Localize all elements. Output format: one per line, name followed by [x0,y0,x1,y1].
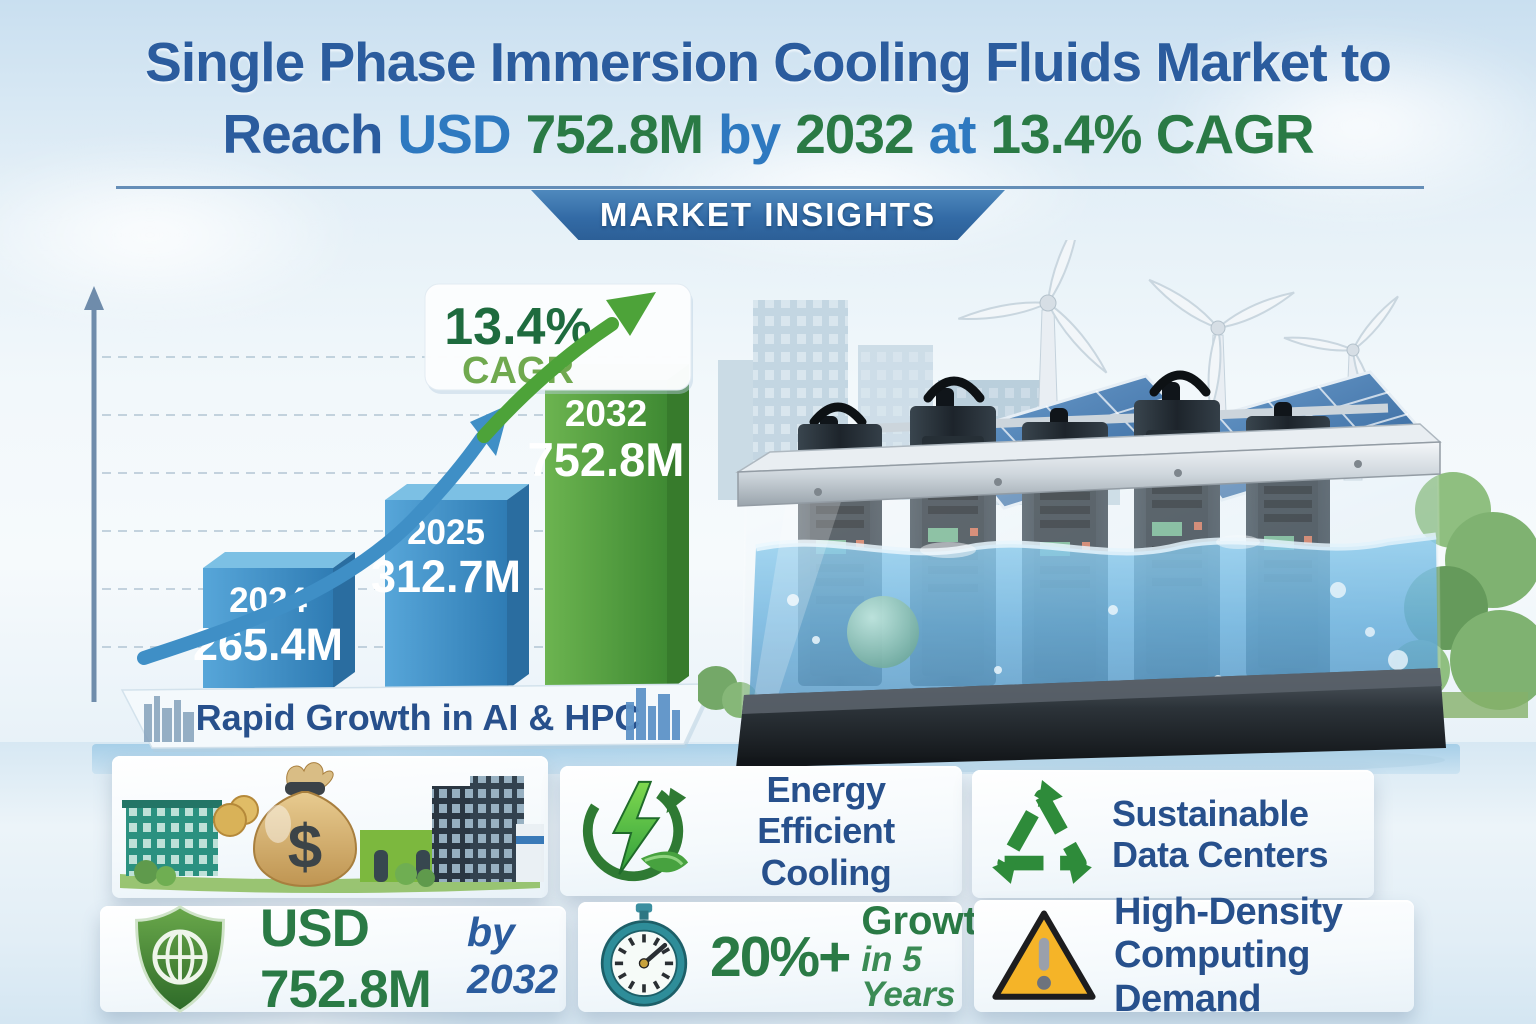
growth-arrow-green-icon [477,292,656,443]
market-value-year: by 2032 [467,909,559,1002]
bar-value-label: 752.8M [528,433,685,486]
cagr-card: 13.4% CAGR [424,283,693,394]
bar-2032: 2032 752.8M [528,364,689,692]
feature-label-line: Data Centers [1112,834,1329,875]
shield-globe-icon [100,901,260,1017]
cagr-value: 13.4% [444,298,591,356]
tank-rim [735,423,1442,507]
high-density-demand-card: High-Density Computing Demand [974,891,1414,1020]
stopwatch-icon [578,901,710,1013]
chart-caption: Rapid Growth in AI & HPC [196,697,641,738]
title-cagr: 13.4% CAGR [990,103,1314,165]
feature-label-line: Sustainable [1112,792,1309,834]
energy-efficient-cooling-card: Energy Efficient Cooling [560,766,962,896]
demand-label-line: High-Density [1114,891,1343,934]
page-title: Single Phase Immersion Cooling Fluids Ma… [0,30,1536,166]
market-value-text: USD 752.8M [260,899,432,1019]
title-line-1: Single Phase Immersion Cooling Fluids Ma… [145,31,1392,93]
header-divider-line [116,186,1424,189]
bar-2024: 2024 265.4M [193,552,355,688]
demand-label-line: Computing Demand [1114,934,1311,1020]
feature-label-line: Cooling [760,851,892,893]
lightning-icon [560,772,710,890]
market-insights-ribbon: MARKET INSIGHTS [531,190,1005,240]
tank-base [736,668,1446,768]
money-bag-icon: $ [120,762,544,893]
market-value-card: USD 752.8M by 2032 [100,899,566,1019]
growth-stat-card: 20%+ Growth in 5 Years [578,901,1001,1013]
feature-label-line: Energy Efficient [757,769,895,852]
bar-2025: 2025 312.7M [371,484,529,690]
y-axis [84,286,104,702]
title-value-2032: 752.8M [525,103,704,165]
bar-year-label: 2032 [565,393,647,434]
rim-screws [814,460,1362,496]
investment-illustration-card: $ [112,756,548,898]
immersion-cooling-tank-illustration [698,240,1536,772]
skyline-left-icon [144,696,194,742]
y-axis-arrow-icon [84,286,104,310]
sustainable-data-centers-card: Sustainable Data Centers [972,770,1374,898]
title-word: Reach [222,103,383,165]
growth-value: 20%+ [710,925,851,989]
dollar-bag: $ [252,762,358,888]
title-year-2032: 2032 [795,103,914,165]
ribbon-label: MARKET INSIGHTS [599,196,937,233]
chart-caption-band: Rapid Growth in AI & HPC [120,683,714,752]
title-word: at [928,103,977,165]
title-line-2: Reach USD 752.8M by 2032 at 13.4% CAGR [0,102,1536,166]
warning-icon [974,908,1114,1004]
cloud-shape [0,150,360,320]
growth-sublabel: in 5 Years [861,939,956,1015]
market-bar-chart: 2024 265.4M 2025 312.7M 2032 752.8M [84,283,714,752]
clock-ticks [614,934,674,993]
bar-skyline-right-icon [626,688,680,740]
svg-text:$: $ [288,813,322,882]
title-word: by [718,103,781,165]
recycle-icon [972,780,1112,888]
bar-value-label: 312.7M [371,551,521,602]
title-word: USD [397,103,511,165]
